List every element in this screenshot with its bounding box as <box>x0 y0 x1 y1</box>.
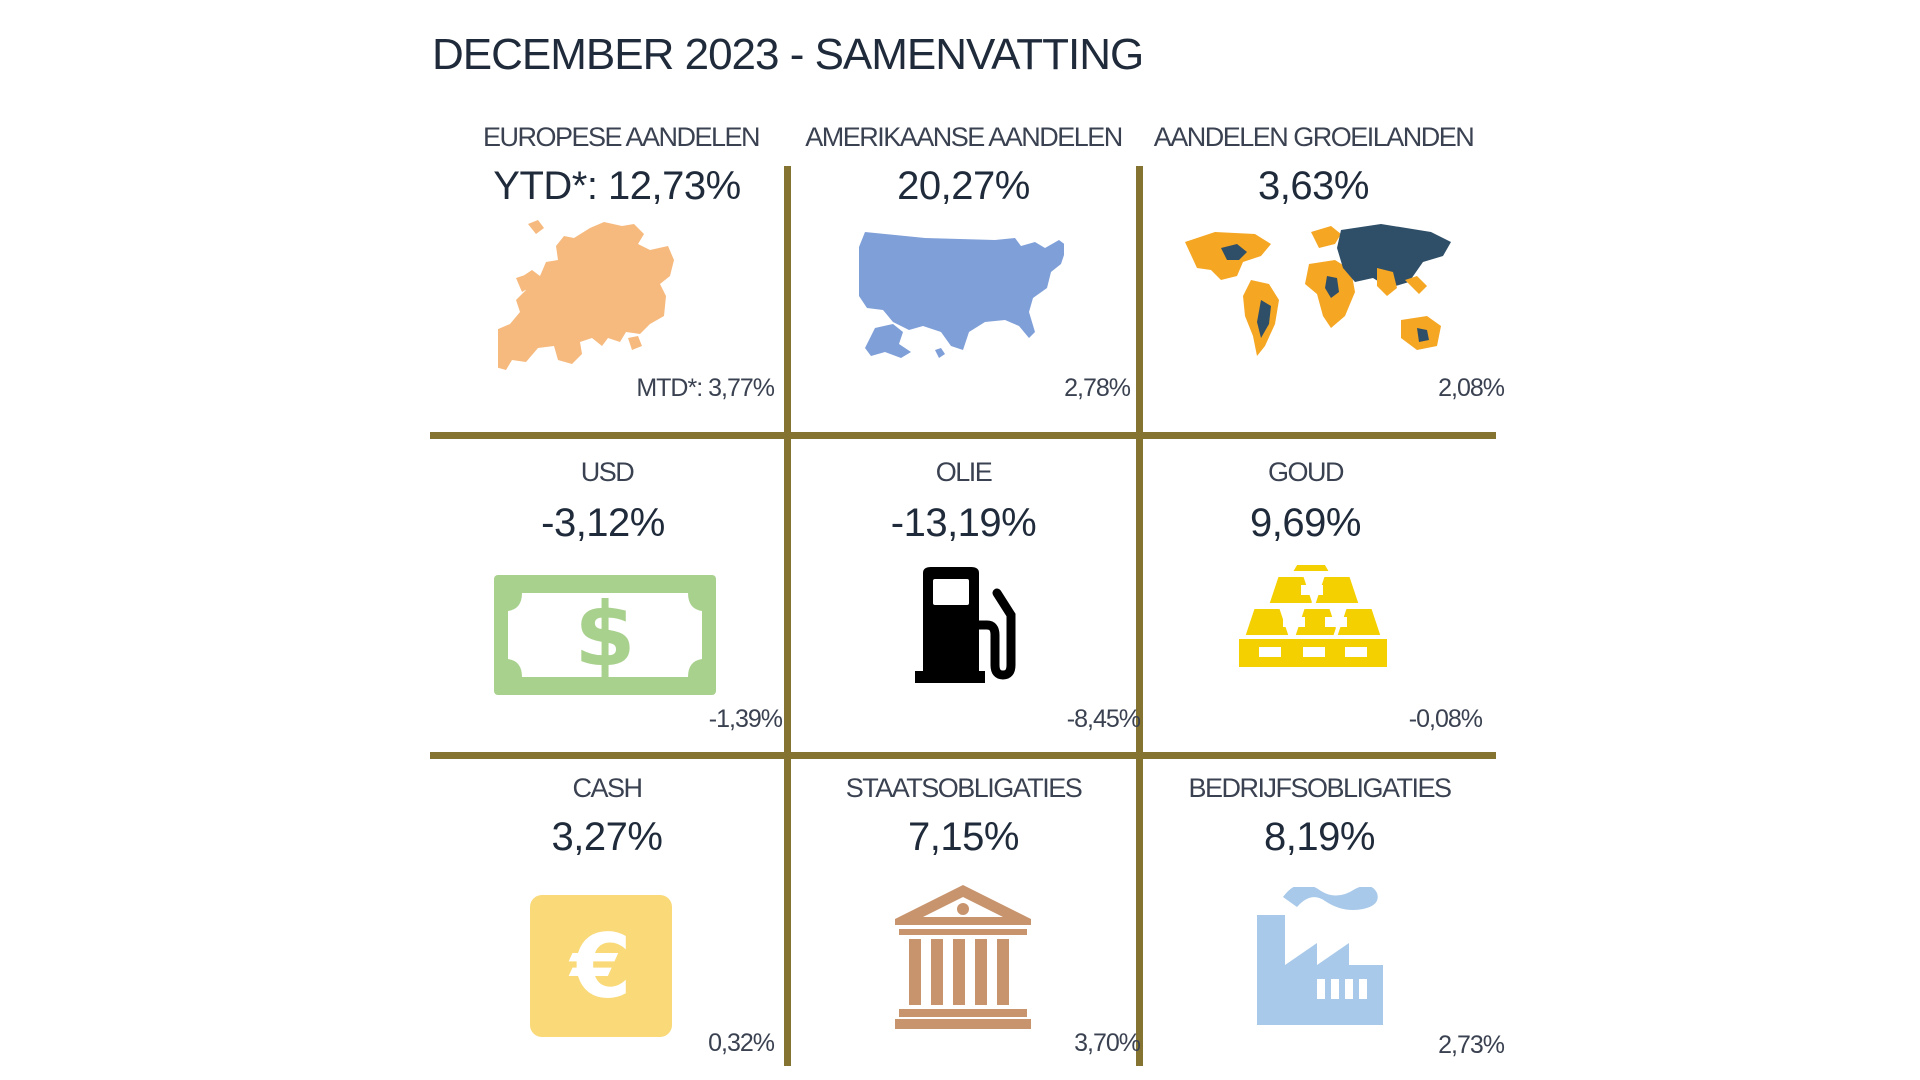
cell-ytd-value: 3,63% <box>1258 164 1369 208</box>
cell-amerikaanse-aandelen: AMERIKAANSE AANDELEN 20,27% 2,78% <box>791 118 1136 432</box>
cell-olie: OLIE -13,19% -8,45% <box>791 439 1141 752</box>
svg-text:€: € <box>568 915 631 1018</box>
grid-divider-vertical-1 <box>784 166 791 1066</box>
cell-label: AANDELEN GROEILANDEN <box>1153 122 1475 152</box>
euro-icon: € <box>530 895 672 1037</box>
world-map-icon <box>1181 220 1456 380</box>
dollar-bill-icon: $ <box>494 575 716 695</box>
cell-aandelen-groeilanden: AANDELEN GROEILANDEN 3,63% 2,08% <box>1143 118 1505 432</box>
svg-text:$: $ <box>574 583 635 686</box>
summary-grid: EUROPESE AANDELEN YTD*: 12,73% MTD*: 3,7… <box>430 118 1505 1070</box>
government-building-icon <box>895 885 1031 1029</box>
cell-mtd-value: -0,08% <box>1408 705 1483 733</box>
cell-mtd-value: 2,78% <box>1064 374 1131 402</box>
grid-divider-horizontal-2 <box>430 752 1496 759</box>
cell-label: GOUD <box>1268 457 1345 487</box>
cell-usd: USD -3,12% $ -1,39% <box>430 439 784 752</box>
cell-ytd-value: 8,19% <box>1264 815 1375 859</box>
cell-label: OLIE <box>935 457 993 487</box>
cell-ytd-value: 3,27% <box>551 815 663 859</box>
cell-staatsobligaties: STAATSOBLIGATIES 7,15% 3,70% <box>791 759 1141 1070</box>
cell-ytd-value: 9,69% <box>1250 501 1361 545</box>
factory-icon <box>1255 887 1385 1025</box>
cell-label: USD <box>580 457 635 487</box>
cell-bedrijfsobligaties: BEDRIJFSOBLIGATIES 8,19% 2,73% <box>1143 759 1505 1070</box>
cell-label: EUROPESE AANDELEN <box>482 122 761 152</box>
grid-divider-horizontal-1 <box>430 432 1496 439</box>
cell-ytd-value: YTD*: 12,73% <box>493 164 741 208</box>
cell-label: CASH <box>572 773 643 803</box>
cell-mtd-value: 0,32% <box>708 1029 775 1057</box>
cell-goud: GOUD 9,69% <box>1143 439 1496 752</box>
usa-map-icon <box>859 228 1064 368</box>
cell-europese-aandelen: EUROPESE AANDELEN YTD*: 12,73% MTD*: 3,7… <box>430 118 784 432</box>
europe-map-icon <box>498 218 698 373</box>
cell-ytd-value: 7,15% <box>908 815 1019 859</box>
cell-mtd-value: 3,70% <box>1074 1029 1141 1057</box>
fuel-pump-icon <box>911 567 1021 687</box>
cell-mtd-value: MTD*: 3,77% <box>636 374 775 402</box>
cell-label: STAATSOBLIGATIES <box>845 773 1083 803</box>
cell-ytd-value: -3,12% <box>541 501 665 545</box>
page-title: DECEMBER 2023 - SAMENVATTING <box>432 30 1144 79</box>
cell-mtd-value: -8,45% <box>1066 705 1141 733</box>
cell-ytd-value: 20,27% <box>897 164 1030 208</box>
cell-label: BEDRIJFSOBLIGATIES <box>1188 773 1452 803</box>
cell-label: AMERIKAANSE AANDELEN <box>805 122 1123 152</box>
grid-divider-vertical-2 <box>1136 166 1143 1066</box>
cell-mtd-value: 2,08% <box>1438 374 1505 402</box>
cell-cash: CASH 3,27% € 0,32% <box>430 759 784 1070</box>
cell-ytd-value: -13,19% <box>890 501 1037 545</box>
cell-mtd-value: 2,73% <box>1438 1031 1505 1059</box>
cell-mtd-value: -1,39% <box>708 705 783 733</box>
gold-bars-icon <box>1235 563 1391 673</box>
